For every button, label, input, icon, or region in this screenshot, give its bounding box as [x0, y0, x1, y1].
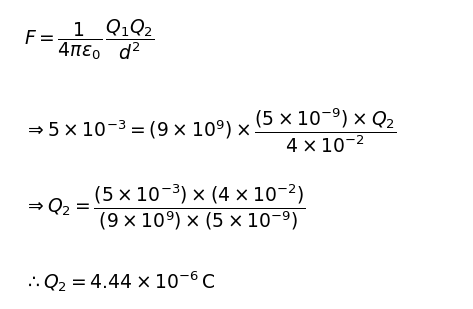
Text: $F = \dfrac{1}{4\pi\epsilon_0}\,\dfrac{Q_1 Q_2}{d^2}$: $F = \dfrac{1}{4\pi\epsilon_0}\,\dfrac{Q…	[24, 18, 154, 62]
Text: $\therefore Q_2 = 4.44 \times 10^{-6}\,\mathrm{C}$: $\therefore Q_2 = 4.44 \times 10^{-6}\,\…	[24, 269, 215, 294]
Text: $\Rightarrow 5 \times 10^{-3} = (9 \times 10^{9}) \times \dfrac{(5 \times 10^{-9: $\Rightarrow 5 \times 10^{-3} = (9 \time…	[24, 107, 396, 155]
Text: $\Rightarrow Q_2 = \dfrac{(5 \times 10^{-3}) \times (4 \times 10^{-2})}{(9 \time: $\Rightarrow Q_2 = \dfrac{(5 \times 10^{…	[24, 182, 306, 232]
